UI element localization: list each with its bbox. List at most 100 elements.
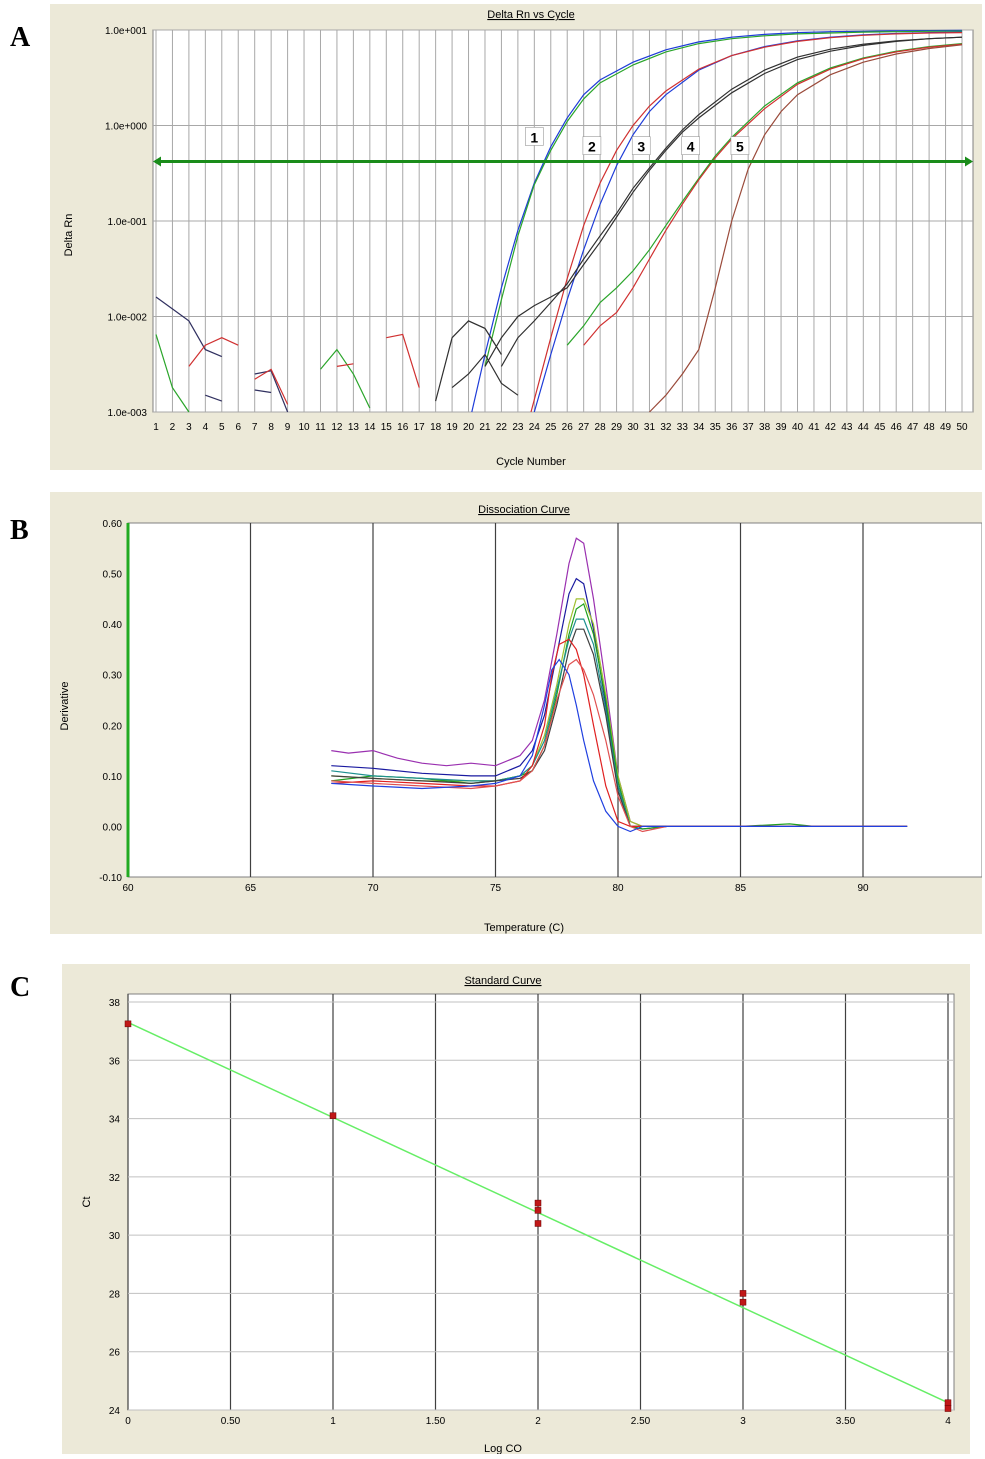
x-tick-label: 42	[825, 422, 837, 433]
curve-label-box	[582, 136, 602, 155]
dissociation-chart: -0.10 0.00 0.10 0.20 0.30 0.40 0.50 0.60 60 65 70…	[59, 504, 985, 934]
standard-curve-panel: 24 26 28 30 32 34 36 38 0 0.50 1 1.50 2 2.50 3 3.50 4 S…	[62, 964, 970, 1455]
y-tick-label: 1.0e+001	[105, 26, 147, 37]
standard-curve-chart: 24 26 28 30 32 34 36 38 0 0.50 1 1.50 2 2.50 3 3.50 4 S…	[81, 975, 955, 1455]
data-point	[124, 1020, 132, 1028]
x-tick-label: 85	[735, 883, 747, 894]
x-tick-label: 44	[858, 422, 870, 433]
x-tick-label: 1	[330, 1416, 336, 1427]
x-tick-label: 31	[644, 422, 656, 433]
x-tick-label: 8	[268, 422, 274, 433]
y-tick-label: 1.0e-001	[108, 217, 148, 228]
melt-curve	[331, 658, 908, 833]
y-tick-label: 1.0e-002	[108, 313, 148, 324]
chart-title: Delta Rn vs Cycle	[487, 9, 574, 21]
x-tick-label: 47	[907, 422, 919, 433]
y-tick-label: 1.0e+000	[105, 122, 147, 133]
x-tick-label: 32	[660, 422, 672, 433]
x-tick-label: 90	[857, 883, 869, 894]
x-tick-label: 2	[170, 422, 176, 433]
amplification-curve	[566, 43, 963, 346]
amplification-curve	[254, 368, 289, 405]
curve-label: 5	[736, 139, 744, 155]
y-tick-label: 0.00	[103, 822, 123, 833]
x-tick-label: 27	[578, 422, 590, 433]
x-tick-label: 21	[479, 422, 491, 433]
x-tick-label: 80	[612, 883, 624, 894]
x-tick-label: 29	[611, 422, 623, 433]
curve-label-box	[681, 136, 700, 155]
x-tick-label: 15	[381, 422, 393, 433]
x-tick-label: 49	[940, 422, 952, 433]
x-tick-label: 1	[153, 422, 159, 433]
y-tick-label: 0.20	[103, 721, 123, 732]
x-tick-label: 7	[252, 422, 258, 433]
curve-label: 1	[530, 129, 538, 145]
curve-label: 4	[687, 139, 695, 155]
amplification-curve	[471, 29, 963, 413]
x-tick-label: 25	[545, 422, 557, 433]
data-point	[739, 1298, 747, 1306]
y-tick-label: 0.30	[103, 671, 123, 682]
curve-label-box	[525, 127, 544, 146]
x-tick-label: 65	[245, 883, 257, 894]
data-point	[329, 1112, 337, 1119]
y-tick-label: 26	[109, 1348, 121, 1359]
panel-letter-a: A	[10, 22, 31, 53]
x-tick-label: 30	[627, 422, 639, 433]
chart-title: Dissociation Curve	[478, 504, 570, 516]
x-tick-label: 36	[726, 422, 738, 433]
x-tick-label: 10	[298, 422, 310, 433]
y-tick-label: 28	[109, 1289, 121, 1300]
y-tick-label: 1.0e-003	[108, 408, 148, 419]
amplification-curve	[583, 43, 963, 346]
y-axis-label: Delta Rn	[63, 214, 75, 257]
dissociation-chart-panel: -0.10 0.00 0.10 0.20 0.30 0.40 0.50 0.60 60 65 70…	[50, 492, 985, 934]
melt-curve	[331, 658, 908, 833]
amplification-curve	[435, 320, 502, 402]
amplification-curve	[320, 348, 371, 409]
threshold-left-arrow	[153, 156, 161, 167]
x-axis-label: Cycle Number	[496, 456, 566, 468]
y-tick-label: 30	[109, 1231, 121, 1242]
x-tick-label: 16	[397, 422, 409, 433]
x-tick-label: 50	[956, 422, 968, 433]
data-point	[739, 1290, 747, 1297]
x-tick-label: 11	[315, 422, 326, 433]
panel-letter-c: C	[10, 972, 31, 1003]
y-tick-label: 32	[109, 1173, 121, 1184]
x-tick-label: 4	[203, 422, 209, 433]
x-tick-label: 48	[924, 422, 936, 433]
x-tick-label: 22	[496, 422, 508, 433]
x-tick-label: 38	[759, 422, 771, 433]
amplification-curve	[205, 394, 223, 402]
y-tick-label: 36	[109, 1056, 121, 1067]
x-tick-label: 3	[740, 1416, 746, 1427]
x-tick-label: 46	[891, 422, 903, 433]
x-tick-label: 33	[677, 422, 689, 433]
curve-label: 2	[588, 139, 596, 155]
chart-title: Standard Curve	[464, 975, 541, 987]
x-tick-label: 28	[595, 422, 607, 433]
x-tick-label: 41	[808, 422, 820, 433]
curve-label-box	[631, 136, 651, 155]
x-tick-label: 20	[463, 422, 475, 433]
x-tick-label: 39	[775, 422, 787, 433]
x-tick-label: 1.50	[426, 1416, 446, 1427]
x-tick-label: 0	[125, 1416, 131, 1427]
x-tick-label: 4	[945, 1416, 951, 1427]
y-tick-label: 0.10	[103, 772, 123, 783]
data-point	[944, 1399, 952, 1406]
x-tick-label: 40	[792, 422, 804, 433]
y-tick-label: 0.50	[103, 570, 123, 581]
x-tick-label: 2.50	[631, 1416, 651, 1427]
x-tick-label: 34	[693, 422, 705, 433]
x-tick-label: 3.50	[836, 1416, 856, 1427]
y-tick-label: 38	[109, 998, 121, 1009]
x-tick-label: 37	[743, 422, 755, 433]
amplification-curve	[155, 334, 190, 413]
amplification-curve	[500, 36, 963, 367]
x-tick-label: 14	[364, 422, 376, 433]
threshold-right-arrow	[965, 156, 973, 167]
